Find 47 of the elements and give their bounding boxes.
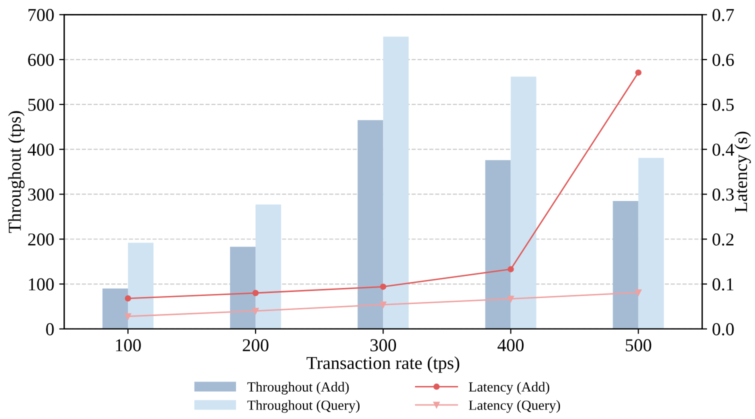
point xyxy=(252,290,259,296)
legend-label: Throughout (Query) xyxy=(247,400,360,413)
bar xyxy=(510,76,536,329)
legend-label: Latency (Add) xyxy=(468,382,550,395)
x-tick-label: 400 xyxy=(498,339,524,352)
y2-tick-label: 0.6 xyxy=(712,54,734,66)
bar xyxy=(230,246,256,329)
y2-tick-label: 0.3 xyxy=(712,188,734,201)
y2-tick-label: 0.5 xyxy=(712,98,734,111)
y-tick-label: 600 xyxy=(28,54,54,66)
point xyxy=(124,313,132,320)
y-axis-title: Throughout (tps) xyxy=(8,111,25,233)
point xyxy=(380,284,386,290)
legend-label: Latency (Query) xyxy=(468,400,560,413)
bar xyxy=(638,158,664,329)
bar xyxy=(485,160,511,329)
bar xyxy=(128,242,154,329)
y2-axis-title: Latency (s) xyxy=(734,132,751,212)
y-tick-label: 300 xyxy=(28,188,54,201)
y-tick-label: 200 xyxy=(28,233,54,246)
point xyxy=(508,266,514,272)
y-tick-label: 100 xyxy=(28,278,54,290)
point xyxy=(635,289,642,296)
x-axis-title: Transaction rate (tps) xyxy=(306,356,460,373)
bar xyxy=(102,288,128,329)
point xyxy=(124,295,132,302)
x-tick-label: 500 xyxy=(626,339,652,352)
bar xyxy=(612,200,638,329)
x-tick-label: 300 xyxy=(370,339,396,352)
y-tick-label: 500 xyxy=(28,98,54,111)
y-tick-label: 400 xyxy=(28,144,54,156)
y-tick-label: 0 xyxy=(46,323,54,336)
y2-tick-label: 0.7 xyxy=(712,8,734,22)
bar xyxy=(383,36,409,329)
bar xyxy=(256,204,282,329)
y2-tick-label: 0.4 xyxy=(712,144,734,156)
point xyxy=(635,69,642,76)
legend-label: Throughout (Add) xyxy=(247,382,349,395)
y2-tick-label: 0.1 xyxy=(712,278,734,291)
y2-tick-label: 0.2 xyxy=(712,233,734,246)
x-tick-label: 100 xyxy=(116,339,141,352)
point xyxy=(252,308,259,314)
bar xyxy=(358,120,384,329)
y2-tick-label: 0.0 xyxy=(712,323,734,336)
point xyxy=(380,302,386,308)
y-tick-label: 700 xyxy=(28,8,54,22)
x-tick-label: 200 xyxy=(242,339,268,352)
